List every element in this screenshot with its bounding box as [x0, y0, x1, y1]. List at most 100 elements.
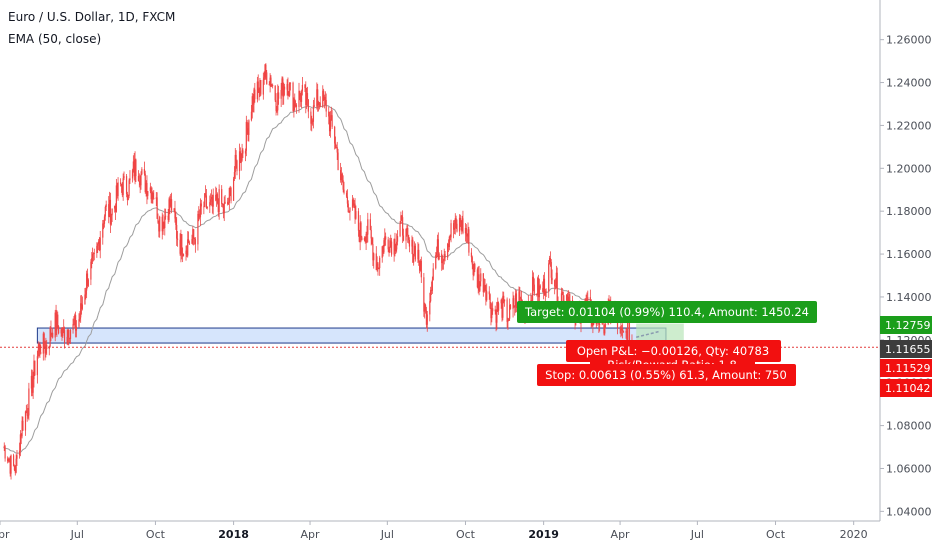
candle — [366, 225, 368, 244]
candle — [379, 255, 381, 276]
target-price-tag-text: 1.12759 — [885, 319, 931, 332]
candle — [495, 309, 497, 332]
time-axis[interactable]: Apr Jul Oct 2018 Apr Jul Oct 2019 Apr Jul Oct 2020 — [0, 521, 868, 541]
candle — [210, 193, 212, 206]
candle — [394, 232, 396, 257]
candle — [287, 77, 289, 100]
candle — [474, 262, 476, 273]
candle — [460, 220, 462, 235]
x-tick-label: Oct — [146, 528, 166, 541]
candle — [329, 111, 332, 138]
candle — [478, 265, 480, 296]
candle — [369, 213, 371, 231]
candle — [437, 232, 439, 261]
candle — [483, 278, 485, 293]
candle — [549, 251, 552, 267]
candle — [114, 205, 116, 213]
candle — [441, 250, 443, 271]
candle — [323, 88, 325, 101]
candle — [318, 102, 320, 110]
candle — [63, 326, 66, 349]
candle — [479, 281, 481, 292]
candle — [324, 91, 326, 106]
candle — [256, 76, 258, 103]
candle — [492, 301, 494, 315]
candle — [494, 305, 496, 315]
candle — [625, 328, 627, 339]
y-tick-label: 1.16000 — [886, 248, 932, 261]
candle — [377, 261, 379, 276]
candle — [310, 108, 312, 131]
candle — [316, 82, 318, 110]
candle — [456, 219, 458, 233]
candle — [419, 259, 422, 272]
target-price-tag[interactable]: 1.12759 — [880, 316, 932, 334]
candle — [91, 252, 93, 269]
candle — [346, 189, 349, 208]
candle — [407, 224, 409, 243]
candle — [169, 195, 171, 215]
pnl-badge[interactable]: Open P&L: −0.00126, Qty: 40783 — [566, 340, 781, 362]
candle — [117, 177, 119, 201]
candle — [473, 261, 475, 277]
candle — [44, 340, 46, 361]
candle — [179, 233, 181, 256]
x-tick-label: Apr — [301, 528, 321, 541]
candle — [68, 329, 70, 346]
stop-badge[interactable]: Stop: 0.00613 (0.55%) 61.3, Amount: 750 — [537, 364, 796, 386]
candle — [251, 92, 253, 119]
candle — [34, 360, 36, 376]
current-price-tag[interactable]: 1.11655 — [880, 340, 932, 358]
candle — [465, 224, 467, 244]
candle — [9, 455, 11, 477]
stop-price-tag[interactable]: 1.11042 — [880, 379, 932, 397]
candle — [536, 293, 538, 297]
candle — [330, 106, 332, 121]
candle — [282, 76, 284, 105]
candle — [348, 210, 350, 213]
candle — [548, 259, 550, 299]
candle — [542, 281, 544, 293]
candle — [15, 454, 17, 474]
candle — [334, 136, 337, 149]
candle — [328, 106, 330, 125]
candle — [276, 105, 278, 113]
price-axis[interactable]: 1.26000 1.24000 1.22000 1.20000 1.18000 1.160… — [880, 34, 932, 519]
y-tick-label: 1.08000 — [886, 420, 932, 433]
candle — [193, 228, 195, 246]
candle — [414, 243, 416, 262]
candle — [292, 81, 294, 112]
candle — [425, 306, 428, 329]
candle — [84, 288, 86, 305]
candle — [413, 241, 416, 257]
candle — [426, 311, 428, 332]
candle — [97, 242, 99, 254]
candle — [490, 301, 492, 326]
candle — [257, 74, 259, 93]
candle — [221, 203, 224, 208]
target-badge[interactable]: Target: 0.01104 (0.99%) 110.4, Amount: 1… — [517, 301, 817, 323]
candle — [621, 325, 623, 336]
candle — [33, 354, 35, 388]
candle — [454, 213, 456, 235]
candle — [28, 382, 30, 421]
candle — [194, 237, 196, 253]
chart-title: Euro / U.S. Dollar, 1D, FXCM — [8, 10, 175, 24]
candle — [222, 203, 224, 219]
candle — [221, 185, 223, 208]
candle — [74, 313, 76, 329]
candle — [133, 153, 135, 181]
candle — [120, 178, 122, 187]
candle — [502, 291, 504, 321]
indicator-label[interactable]: EMA (50, close) — [8, 32, 101, 46]
candle — [300, 89, 303, 108]
candle — [343, 181, 345, 195]
risk-badge[interactable]: Risk/Reward Ratio: 1.8 — [590, 357, 755, 372]
extra-price-tag[interactable]: 1.11529 — [880, 359, 932, 377]
candle — [37, 341, 39, 359]
candle — [418, 243, 420, 266]
candle — [387, 236, 389, 253]
candle — [162, 214, 164, 235]
